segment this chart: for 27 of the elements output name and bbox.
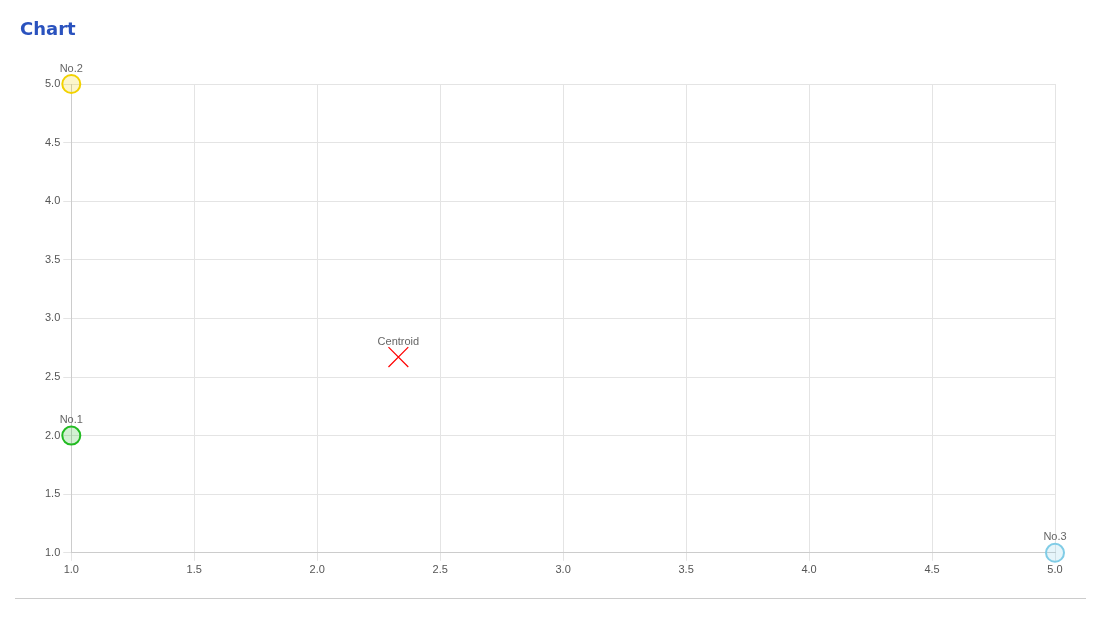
y-tick-label: 3.0 [44, 311, 61, 324]
series-label: No.3 [1043, 530, 1067, 543]
x-tick-label: 2.0 [309, 563, 325, 576]
y-tick-label: 1.0 [44, 545, 61, 558]
x-tick-label: 4.5 [924, 563, 940, 576]
series-label: No.1 [59, 413, 83, 426]
y-tick-label: 4.5 [44, 135, 61, 148]
y-tick-label: 2.0 [44, 428, 61, 441]
x-tick-label: 3.0 [555, 563, 571, 576]
y-tick-label: 3.5 [44, 252, 61, 265]
x-tick-label: 1.5 [186, 563, 202, 576]
y-tick-label: 4.0 [44, 194, 61, 207]
point [61, 74, 82, 94]
chart-title: Chart [20, 18, 76, 39]
x-tick-label: 5.0 [1047, 563, 1063, 576]
point [1045, 542, 1065, 563]
y-tick-label: 5.0 [44, 77, 61, 90]
y-tick-label: 2.5 [44, 370, 61, 383]
x-tick-label: 4.0 [801, 563, 817, 576]
x-tick-label: 1.0 [63, 563, 79, 576]
x-tick-label: 2.5 [432, 563, 448, 576]
point [387, 346, 409, 368]
series-label: No.2 [59, 61, 83, 74]
series-label: Centroid [377, 334, 420, 347]
y-tick-label: 1.5 [44, 487, 61, 500]
x-tick-label: 3.5 [678, 563, 694, 576]
point [61, 425, 82, 446]
